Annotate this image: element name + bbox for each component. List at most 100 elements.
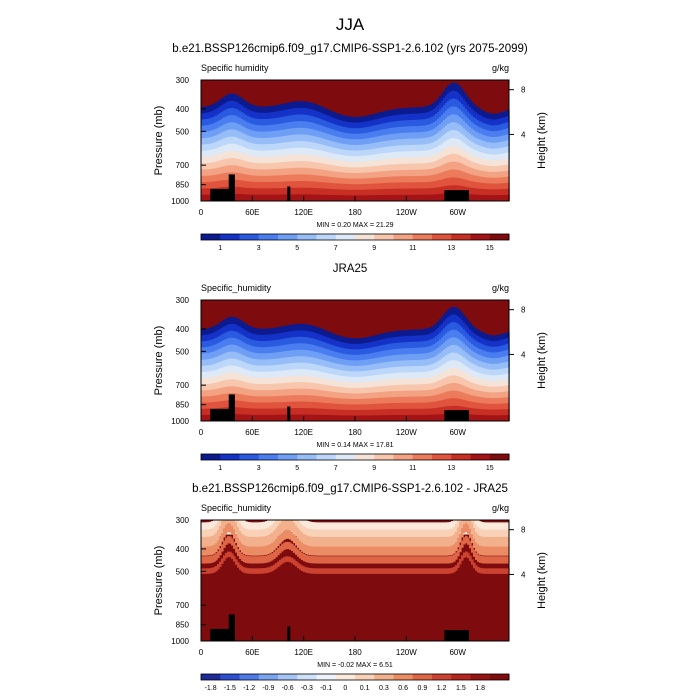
contour-band <box>241 533 244 545</box>
colorbar-swatch <box>297 234 317 240</box>
contour-band <box>267 567 270 573</box>
y-right-tick-label: 8 <box>521 306 526 315</box>
contour-band <box>409 194 412 201</box>
contour-band <box>205 546 208 556</box>
contour-band <box>211 555 214 563</box>
contour-band <box>277 536 280 547</box>
contour-band <box>283 408 286 421</box>
colorbar-swatch <box>220 454 240 460</box>
contour-band <box>391 194 394 201</box>
contour-band <box>273 551 276 559</box>
contour-band <box>265 194 268 201</box>
contour-band <box>249 536 252 548</box>
contour-band <box>413 194 416 201</box>
contour-band <box>345 415 348 421</box>
contour-band <box>363 195 366 201</box>
contour-band <box>237 527 240 538</box>
x-tick-label: 0 <box>199 208 204 217</box>
contour-band <box>319 414 322 421</box>
contour-band <box>205 556 208 564</box>
contour-band <box>297 414 300 421</box>
contour-band <box>233 541 236 549</box>
contour-band <box>253 522 256 537</box>
colorbar-label: 5 <box>295 245 299 252</box>
contour-band <box>321 414 324 421</box>
contour-band <box>473 414 476 421</box>
contour-band <box>345 195 348 201</box>
contour-band <box>279 523 282 535</box>
contour-band <box>271 565 274 572</box>
min-max-stats: MIN = 0.14 MAX = 17.81 <box>316 442 393 449</box>
contour-band <box>241 553 244 561</box>
contour-band <box>261 188 264 201</box>
contour-band <box>441 414 444 421</box>
contour-band <box>267 535 270 547</box>
contour-band <box>331 415 334 421</box>
colorbar-swatch <box>220 234 240 240</box>
contour-band <box>219 561 222 567</box>
contour-band <box>263 529 266 542</box>
x-tick-label: 180 <box>348 428 362 437</box>
contour-band <box>231 553 234 559</box>
contour-band <box>205 529 208 543</box>
contour-band <box>319 408 322 421</box>
contour-band <box>259 556 262 564</box>
contour-band <box>323 194 326 201</box>
contour-band <box>495 195 498 201</box>
contour-band <box>209 521 212 537</box>
contour-band <box>221 544 224 552</box>
contour-band <box>291 194 294 201</box>
contour-band <box>253 414 256 421</box>
contour-band <box>237 186 240 201</box>
contour-band <box>205 522 208 537</box>
contour-band <box>479 414 482 421</box>
contour-band <box>391 415 394 421</box>
contour-band <box>391 188 394 201</box>
contour-band <box>207 408 210 421</box>
contour-band <box>267 414 270 421</box>
contour-band <box>271 524 274 538</box>
contour-band <box>247 521 250 537</box>
contour-band <box>365 195 368 201</box>
contour-band <box>271 194 274 201</box>
contour-band <box>267 545 270 555</box>
contour-band <box>225 552 228 559</box>
contour-band <box>261 556 264 564</box>
contour-band <box>249 568 252 574</box>
contour-band <box>253 536 256 548</box>
contour-band <box>275 549 278 558</box>
contour-band <box>259 536 262 548</box>
colorbar-swatch <box>258 234 279 240</box>
contour-band <box>301 414 304 421</box>
contour-band <box>245 545 248 555</box>
left-label: Specific humidity <box>201 63 269 73</box>
contour-band <box>395 414 398 421</box>
contour-band <box>357 415 360 421</box>
contour-band <box>223 520 226 531</box>
contour-band <box>425 414 428 421</box>
contour-band <box>213 544 216 554</box>
contour-band <box>303 194 306 201</box>
contour-band <box>337 415 340 421</box>
contour-band <box>221 558 224 564</box>
contour-band <box>315 414 318 421</box>
contour-band <box>271 532 274 544</box>
contour-band <box>209 568 212 574</box>
contour-band <box>343 195 346 201</box>
contour-band <box>273 522 276 536</box>
contour-band <box>247 536 250 548</box>
contour-band <box>439 414 442 421</box>
colorbar-label: 11 <box>409 465 416 472</box>
contour-band <box>237 193 240 201</box>
contour-band <box>213 567 216 573</box>
contour-band <box>269 526 272 540</box>
contour-band <box>323 414 326 421</box>
contour-band <box>485 195 488 201</box>
contour-band <box>239 564 242 571</box>
x-tick-label: 60W <box>449 428 466 437</box>
contour-band <box>271 414 274 421</box>
contour-band <box>245 567 248 574</box>
colorbar-label: 1 <box>218 465 222 472</box>
contour-band <box>219 525 222 537</box>
contour-band <box>307 414 310 421</box>
